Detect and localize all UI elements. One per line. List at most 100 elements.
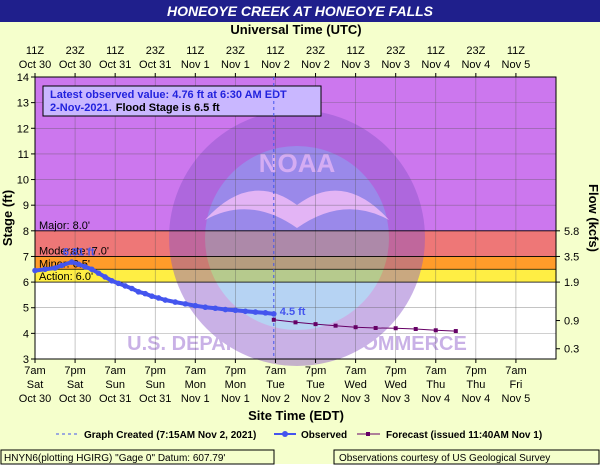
flood-stage-text: Flood Stage is 6.5 ft [116,102,220,114]
top-tick-time: 11Z [427,45,445,57]
flow-tick-label: 0.9 [564,316,579,328]
y-tick-label: 4 [23,328,29,340]
legend-forecast: Forecast (issued 11:40AM Nov 1) [386,430,542,441]
top-tick-date: Nov 4 [421,59,450,71]
bottom-tick-weekday: Tue [266,379,285,391]
forecast-point [353,325,358,330]
legend-forecast-marker [366,432,370,436]
bottom-tick-weekday: Wed [384,379,406,391]
latest-value-line2: 2-Nov-2021. Flood Stage is 6.5 ft [50,102,220,114]
top-tick-date: Nov 3 [341,59,370,71]
bottom-tick-weekday: Sat [67,379,84,391]
bottom-tick-time: 7pm [145,365,166,377]
bottom-tick-time: 7pm [465,365,486,377]
bottom-tick-date: Nov 4 [461,393,490,405]
top-tick-date: Nov 2 [301,59,330,71]
bottom-tick-time: 7pm [64,365,85,377]
bottom-tick-weekday: Tue [306,379,325,391]
observed-point [102,274,108,280]
top-tick-date: Nov 4 [461,59,490,71]
observed-point [52,265,58,271]
bottom-axis-label: Site Time (EDT) [248,408,344,423]
top-axis-label: Universal Time (UTC) [230,22,361,37]
top-tick-date: Oct 30 [59,59,91,71]
legend: Graph Created (7:15AM Nov 2, 2021) Obser… [56,430,542,441]
top-tick-time: 11Z [186,45,204,57]
observed-point [182,301,189,307]
flow-tick-label: 5.8 [564,226,579,238]
observed-point [222,306,229,313]
peak-label: 6.81 ft [63,246,95,258]
observed-point [109,278,115,284]
footer-right-box [333,449,600,465]
band-minor [35,269,556,283]
bottom-tick-weekday: Mon [225,379,246,391]
bottom-tick-time: 7pm [305,365,326,377]
noaa-gull-icon [205,190,389,228]
bottom-tick-time: 7am [265,365,286,377]
observed-point [155,295,162,301]
forecast-point [271,317,276,322]
bottom-tick-date: Oct 30 [59,393,91,405]
bottom-tick-time: 7pm [385,365,406,377]
stage-label-moderate: Moderate: 7.0' [39,245,109,257]
y-tick-label: 10 [17,175,29,187]
noaa-logo-watermark: NOAA U.S. DEPARTMENT OF COMMERCE [127,110,467,366]
forecast-line [273,319,456,332]
observed-point [42,266,48,273]
observed-point [32,267,38,274]
top-tick-date: Oct 31 [139,59,171,71]
forecast-point [413,327,418,332]
bottom-tick-date: Oct 31 [99,393,131,405]
top-tick-time: 23Z [226,45,245,57]
top-tick-time: 11Z [106,45,124,57]
left-axis-label: Stage (ft) [0,190,15,246]
band-moderate [35,256,556,270]
bottom-tick-time: 7am [425,365,446,377]
top-tick-time: 23Z [466,45,485,57]
band-major [35,230,556,257]
observed-point [95,270,102,276]
top-tick-time: 23Z [386,45,405,57]
top-tick-time: 11Z [266,45,284,57]
y-tick-label: 8 [23,226,29,238]
title-band [0,0,600,22]
observed-point [58,262,65,269]
observed-point [68,259,75,265]
observed-point [129,285,135,292]
chart-title: HONEOYE CREEK AT HONEOYE FALLS [167,3,434,19]
bottom-tick-date: Nov 1 [221,393,250,405]
footer-left: HNYN6(plotting HGIRG) "Gage 0" Datum: 60… [4,453,225,464]
bottom-tick-date: Nov 3 [341,393,370,405]
latest-value-line1: Latest observed value: 4.76 ft at 6:30 A… [50,89,287,101]
bottom-tick-time: 7am [505,365,526,377]
observed-point [212,305,219,312]
forecast-point [293,320,298,325]
footer-left-box [0,449,275,465]
flow-tick-label: 1.9 [564,277,579,289]
y-tick-label: 12 [17,123,29,135]
top-tick-time: 11Z [347,45,365,57]
flow-tick-label: 3.5 [564,251,579,263]
top-tick-date: Nov 1 [221,59,250,71]
observed-point [202,304,209,311]
bottom-tick-weekday: Sun [145,379,165,391]
bottom-tick-time: 7am [24,365,45,377]
forecast-point [453,329,458,334]
bottom-tick-date: Oct 31 [139,393,171,405]
bottom-tick-date: Oct 30 [19,393,51,405]
top-tick-date: Nov 1 [181,59,210,71]
top-tick-date: Oct 31 [99,59,131,71]
flow-tick-label: 0.3 [564,344,579,356]
y-tick-label: 6 [23,277,29,289]
top-tick-time: 11Z [26,45,44,57]
observed-point [172,299,179,305]
top-tick-date: Nov 2 [261,59,290,71]
stage-label-major: Major: 8.0' [39,220,90,232]
observed-point [232,307,239,314]
stage-lines: Major: 8.0'Moderate: 7.0'Minor: 6.5'Acti… [35,220,556,283]
observed-point [122,283,128,289]
y-tick-label: 14 [17,72,29,84]
stage-label-action: Action: 6.0' [39,271,93,283]
bottom-tick-weekday: Thu [466,379,485,391]
